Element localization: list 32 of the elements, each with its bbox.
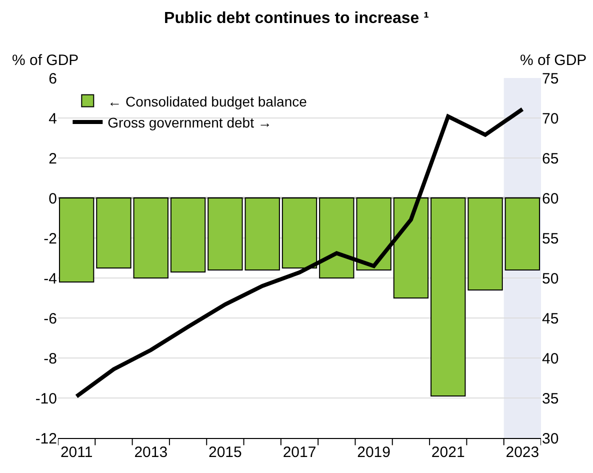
y-tick-label: -10 — [35, 390, 57, 408]
y-tick-label: -2 — [44, 230, 57, 248]
x-tick-label: 2023 — [506, 444, 540, 461]
y-tick-label: -4 — [44, 270, 57, 288]
y2-tick-label: 50 — [542, 270, 559, 288]
x-tick-label: 2021 — [431, 444, 465, 461]
y2-tick-label: 70 — [542, 110, 559, 128]
y-tick-label: -12 — [35, 430, 57, 448]
y2-axis-title: % of GDP — [520, 52, 587, 69]
y2-tick-label: 35 — [542, 390, 559, 408]
x-tick-label: 2013 — [134, 444, 168, 461]
x-tick-label: 2015 — [208, 444, 242, 461]
x-tick-label: 2019 — [357, 444, 390, 461]
y2-tick-label: 40 — [542, 350, 559, 368]
y-tick-label: 2 — [48, 150, 57, 168]
y-tick-label: -6 — [44, 310, 57, 328]
y2-tick-label: 65 — [542, 150, 559, 168]
y2-tick-label: 45 — [542, 310, 559, 328]
y-axis-title: % of GDP — [12, 52, 79, 69]
y2-tick-label: 75 — [542, 70, 559, 88]
y2-tick-label: 60 — [542, 190, 559, 208]
y-tick-label: -8 — [44, 350, 57, 368]
y-tick-label: 0 — [48, 190, 57, 208]
y-tick-label: 6 — [48, 70, 57, 88]
x-tick-label: 2017 — [282, 444, 316, 461]
y2-tick-label: 30 — [542, 430, 559, 448]
y2-tick-label: 55 — [542, 230, 559, 248]
x-tick-label: 2011 — [60, 444, 93, 461]
legend-label: ← Consolidated budget balance — [108, 93, 308, 110]
legend-label: Gross government debt → — [108, 114, 272, 130]
y-tick-label: 4 — [48, 110, 57, 128]
chart-title: Public debt continues to increase ¹ — [164, 10, 429, 28]
